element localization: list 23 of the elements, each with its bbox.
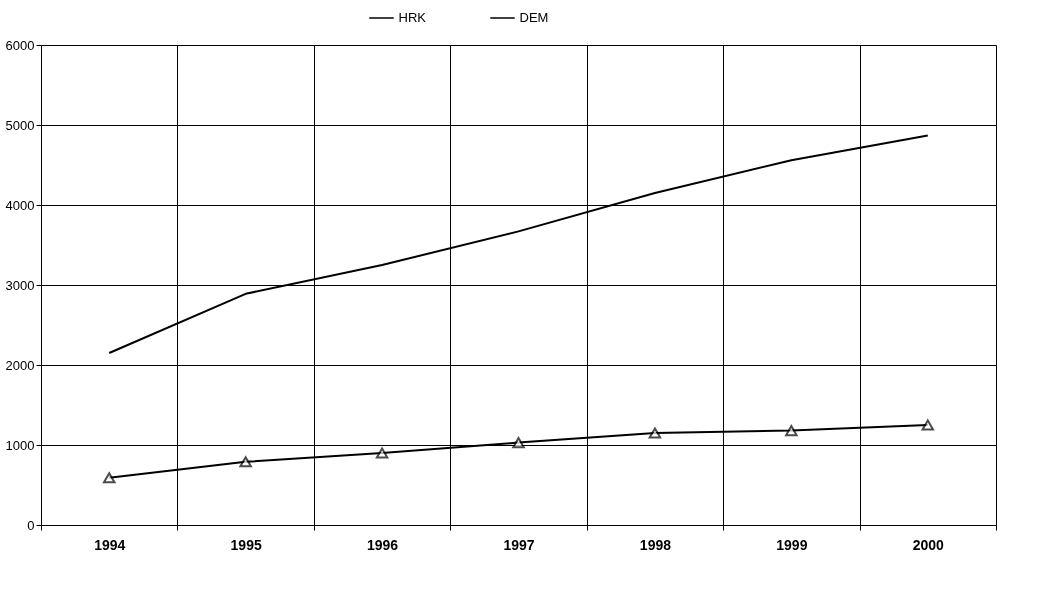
x-tick-label: 1997 (503, 536, 535, 553)
y-tick-label: 3000 (5, 277, 35, 293)
point (375, 447, 389, 459)
y-tick-label: 2000 (5, 357, 35, 373)
y-tick-label: 0 (27, 517, 35, 533)
x-tick-label: 2000 (912, 536, 945, 553)
y-tick-label: 1000 (5, 437, 35, 453)
x-tick-label: 1996 (366, 536, 399, 553)
x-tick-label: 1998 (639, 536, 672, 553)
point (512, 437, 525, 449)
point (102, 472, 116, 484)
legend-label: DEM (519, 10, 549, 25)
x-tick-label: 1995 (230, 536, 262, 553)
legend-label: HRK (398, 10, 427, 25)
y-tick-label: 5000 (5, 117, 35, 133)
point (921, 419, 935, 431)
point (239, 456, 252, 468)
y-tick-label: 4000 (5, 197, 35, 213)
point (648, 427, 662, 439)
point (785, 425, 798, 437)
x-tick-label: 1999 (776, 536, 808, 553)
y-tick-label: 6000 (5, 37, 35, 53)
x-tick-label: 1994 (94, 536, 126, 553)
